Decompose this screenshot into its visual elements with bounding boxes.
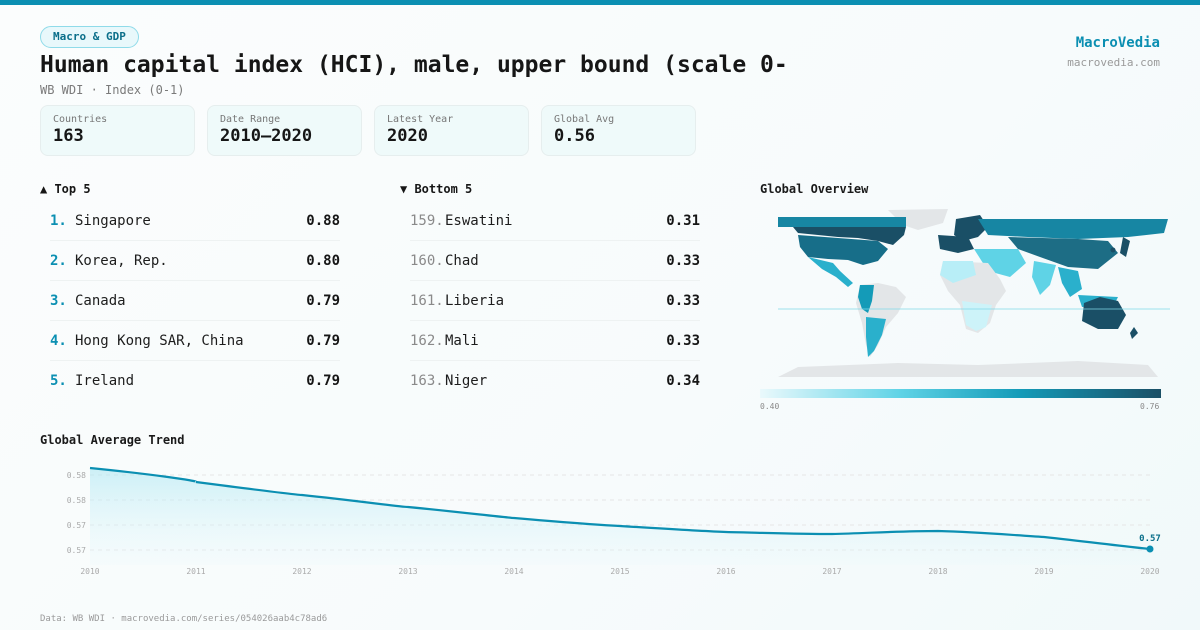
list-item[interactable]: 162. Mali 0.33 bbox=[410, 321, 700, 361]
list-item[interactable]: 159. Eswatini 0.31 bbox=[410, 201, 700, 241]
list-item[interactable]: 163. Niger 0.34 bbox=[410, 361, 700, 401]
trend-area bbox=[90, 468, 1150, 565]
svg-text:2013: 2013 bbox=[398, 567, 417, 576]
rank: 3. bbox=[50, 292, 67, 309]
rank: 5. bbox=[50, 373, 67, 389]
top-accent-bar bbox=[0, 0, 1200, 5]
country-value: 0.33 bbox=[666, 292, 700, 309]
svg-text:2012: 2012 bbox=[292, 567, 311, 576]
country-name: Chad bbox=[445, 252, 479, 269]
stat-label: Date Range bbox=[220, 114, 281, 125]
list-item[interactable]: 161. Liberia 0.33 bbox=[410, 281, 700, 321]
country-value: 0.33 bbox=[666, 252, 700, 269]
svg-text:2014: 2014 bbox=[504, 567, 523, 576]
country-name: Mali bbox=[445, 332, 479, 349]
trend-line bbox=[89, 466, 1151, 551]
stat-card-date-range: Date Range 2010–2020 bbox=[207, 105, 362, 156]
map-color-legend bbox=[760, 389, 1161, 398]
rank: 159. bbox=[410, 212, 444, 229]
legend-max-label: 0.76 bbox=[1140, 402, 1160, 411]
top5-heading: ▲ Top 5 bbox=[40, 182, 91, 196]
svg-text:2011: 2011 bbox=[186, 567, 205, 576]
rank: 161. bbox=[410, 292, 444, 309]
y-axis-ticks: 0.58 0.58 0.57 0.57 bbox=[67, 471, 86, 555]
stat-card-latest-year: Latest Year 2020 bbox=[374, 105, 529, 156]
legend-min-label: 0.40 bbox=[760, 402, 780, 411]
list-item[interactable]: 2. Korea, Rep. 0.80 bbox=[50, 241, 340, 281]
country-value: 0.80 bbox=[306, 252, 340, 269]
rank: 162. bbox=[410, 332, 444, 349]
list-item[interactable]: 4. Hong Kong SAR, China 0.79 bbox=[50, 321, 340, 361]
y-tick: 0.57 bbox=[67, 521, 86, 530]
country-value: 0.31 bbox=[666, 212, 700, 229]
brand-logo[interactable]: MacroVedia bbox=[1075, 35, 1160, 51]
country-name: Korea, Rep. bbox=[75, 252, 168, 269]
rank: 1. bbox=[50, 212, 67, 229]
stat-label: Global Avg bbox=[554, 114, 615, 125]
list-item[interactable]: 5. Ireland 0.79 bbox=[50, 361, 340, 401]
trend-heading: Global Average Trend bbox=[40, 433, 185, 447]
country-value: 0.79 bbox=[306, 292, 340, 309]
list-item[interactable]: 3. Canada 0.79 bbox=[50, 281, 340, 321]
country-name: Hong Kong SAR, China bbox=[75, 332, 244, 349]
last-value-label: 0.57 bbox=[1139, 534, 1161, 544]
stat-label: Latest Year bbox=[387, 114, 454, 125]
country-value: 0.33 bbox=[666, 332, 700, 349]
list-item[interactable]: 1. Singapore 0.88 bbox=[50, 201, 340, 241]
stat-value: 2010–2020 bbox=[220, 126, 313, 146]
stats-row: Countries 163 Date Range 2010–2020 Lates… bbox=[40, 105, 696, 156]
country-value: 0.34 bbox=[666, 373, 700, 389]
stat-card-global-avg: Global Avg 0.56 bbox=[541, 105, 696, 156]
page-subtitle: WB WDI · Index (0-1) bbox=[40, 83, 185, 97]
svg-text:2016: 2016 bbox=[716, 567, 735, 576]
world-choropleth-map[interactable] bbox=[778, 205, 1170, 380]
list-item[interactable]: 160. Chad 0.33 bbox=[410, 241, 700, 281]
country-name: Niger bbox=[445, 373, 488, 389]
y-tick: 0.57 bbox=[67, 546, 86, 555]
svg-text:2017: 2017 bbox=[822, 567, 841, 576]
rank: 2. bbox=[50, 252, 67, 269]
top5-list: 1. Singapore 0.88 2. Korea, Rep. 0.80 3.… bbox=[50, 201, 340, 401]
y-tick: 0.58 bbox=[67, 471, 86, 480]
country-name: Canada bbox=[75, 292, 126, 309]
svg-text:2020: 2020 bbox=[1140, 567, 1159, 576]
stat-value: 0.56 bbox=[554, 126, 595, 146]
stat-card-countries: Countries 163 bbox=[40, 105, 195, 156]
svg-text:2018: 2018 bbox=[928, 567, 947, 576]
country-name: Liberia bbox=[445, 292, 505, 309]
svg-text:2015: 2015 bbox=[610, 567, 629, 576]
x-axis-ticks: 2010 2011 2012 2013 2014 2015 2016 2017 … bbox=[80, 567, 1159, 576]
trend-line-chart[interactable]: 0.58 0.58 0.57 0.57 0.57 2010 2011 2012 … bbox=[0, 450, 1200, 585]
stat-value: 2020 bbox=[387, 126, 428, 146]
country-value: 0.88 bbox=[306, 212, 340, 229]
svg-text:2010: 2010 bbox=[80, 567, 99, 576]
stat-label: Countries bbox=[53, 114, 108, 125]
stat-value: 163 bbox=[53, 126, 84, 146]
rank: 4. bbox=[50, 332, 67, 349]
country-name: Eswatini bbox=[445, 212, 513, 229]
bottom5-list: 159. Eswatini 0.31 160. Chad 0.33 161. L… bbox=[410, 201, 700, 401]
last-point-marker bbox=[1146, 545, 1154, 553]
rank: 163. bbox=[410, 373, 444, 389]
svg-text:2019: 2019 bbox=[1034, 567, 1053, 576]
page-title: Human capital index (HCI), male, upper b… bbox=[40, 52, 788, 78]
country-name: Ireland bbox=[75, 373, 135, 389]
country-name: Singapore bbox=[75, 212, 151, 229]
y-tick: 0.58 bbox=[67, 496, 86, 505]
brand-url[interactable]: macrovedia.com bbox=[1067, 56, 1160, 69]
bottom5-heading: ▼ Bottom 5 bbox=[400, 182, 473, 196]
rank: 160. bbox=[410, 252, 444, 269]
footer-source[interactable]: Data: WB WDI · macrovedia.com/series/054… bbox=[40, 614, 328, 624]
map-heading: Global Overview bbox=[760, 182, 869, 196]
country-value: 0.79 bbox=[306, 373, 340, 389]
country-value: 0.79 bbox=[306, 332, 340, 349]
category-tag[interactable]: Macro & GDP bbox=[40, 26, 139, 48]
